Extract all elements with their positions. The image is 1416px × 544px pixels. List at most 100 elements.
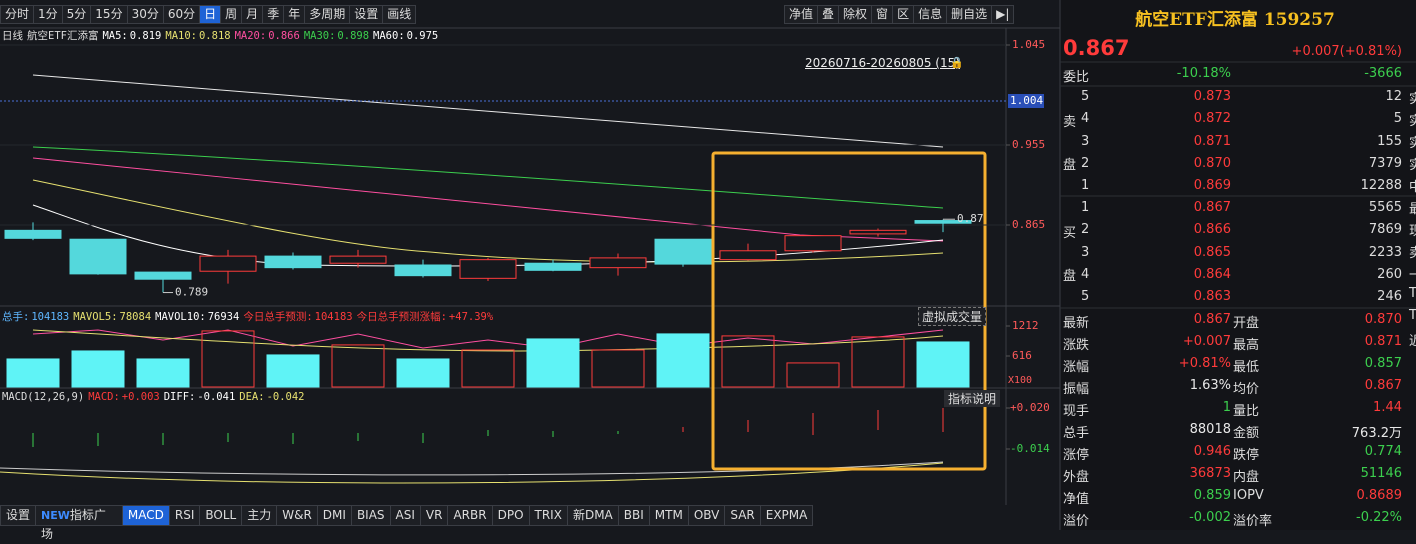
tool-button[interactable]: 删自选 (946, 5, 993, 24)
volume-bar (591, 349, 645, 388)
stat-label: 金额 (1233, 426, 1260, 441)
period-button[interactable]: 周 (220, 5, 243, 24)
expand-button[interactable]: ▶| (991, 5, 1015, 24)
candle-body (784, 235, 842, 252)
candle-body (264, 255, 322, 269)
candle-body (459, 259, 517, 279)
tool-button[interactable]: 信息 (913, 5, 948, 24)
book-price: 0.866 (1193, 222, 1231, 238)
indicator-tab[interactable]: ASI (389, 505, 421, 526)
book-volume: 5 (1393, 111, 1402, 127)
stat-label: 净值 (1063, 492, 1090, 507)
stat-value: -0.002 (1189, 510, 1231, 525)
volume-bar (656, 333, 710, 388)
book-level: 4 (1081, 111, 1090, 127)
edge-text: 中 (1409, 180, 1416, 195)
volume-bar (136, 358, 190, 388)
book-side: 买 (1063, 226, 1077, 241)
candle-body (4, 229, 62, 239)
indicator-tab[interactable]: TRIX (528, 505, 568, 526)
stat-value: 0.8689 (1356, 488, 1403, 503)
period-button[interactable]: 多周期 (304, 5, 351, 24)
stat-value: 0.871 (1364, 334, 1402, 349)
period-button[interactable]: 分时 (0, 5, 35, 24)
candle-body (524, 262, 582, 271)
indicator-tab[interactable]: ARBR (447, 505, 493, 526)
badge-tab[interactable]: NEW指标广场 (35, 505, 123, 541)
period-button[interactable]: 5分 (61, 5, 92, 24)
indicator-tab[interactable]: BOLL (199, 505, 243, 526)
tool-button[interactable]: 叠 (817, 5, 840, 24)
book-volume: 155 (1377, 133, 1402, 149)
indicator-tab[interactable]: MTM (648, 505, 689, 526)
ma-label: MA20: (234, 30, 267, 42)
tool-button[interactable]: 除权 (838, 5, 873, 24)
range-label[interactable]: 20260716-20260805 (15) (805, 56, 960, 70)
stat-label: 涨幅 (1063, 360, 1090, 375)
book-volume: 260 (1377, 266, 1402, 282)
indicator-tab[interactable]: SAR (724, 505, 761, 526)
stat-value: 1.63% (1189, 378, 1231, 393)
tool-button[interactable]: 区 (892, 5, 915, 24)
indicator-tab[interactable]: EXPMA (759, 505, 814, 526)
ratio-diff: -3666 (1364, 66, 1402, 81)
indicator-tab[interactable]: DMI (316, 505, 352, 526)
stat-value: 88018 (1189, 422, 1231, 437)
macd-button[interactable]: 指标说明 (944, 390, 1001, 407)
book-volume: 246 (1377, 289, 1402, 305)
volume-bar (6, 358, 60, 388)
ma-value: 0.975 (406, 30, 439, 42)
book-level: 2 (1081, 222, 1090, 238)
legend-label: 今日总手预测涨幅: (356, 311, 447, 323)
indicator-tab[interactable]: DPO (491, 505, 530, 526)
indicator-tab[interactable]: BIAS (350, 505, 391, 526)
candle-body (329, 255, 387, 264)
volume-bar (331, 344, 385, 388)
tool-button[interactable]: 窗 (871, 5, 894, 24)
stat-label: 涨跌 (1063, 338, 1090, 353)
period-button[interactable]: 设置 (349, 5, 384, 24)
volume-bar (721, 335, 775, 388)
indicator-tab[interactable]: BBI (617, 505, 650, 526)
ratio-pct: -10.18% (1176, 66, 1231, 81)
period-button[interactable]: 15分 (90, 5, 128, 24)
stat-value: +0.81% (1178, 356, 1231, 371)
period-button[interactable]: 60分 (162, 5, 201, 24)
volume-legend: 总手: 104183 MAVOL5: 78084 MAVOL10: 76934 今日总手预测… (2, 309, 497, 324)
stat-label: 现手 (1063, 404, 1090, 419)
indicator-tab[interactable]: W&R (276, 505, 318, 526)
stat-value: +0.007 (1182, 334, 1231, 349)
volume-button[interactable]: 虚拟成交量 (918, 307, 987, 326)
period-button[interactable]: 年 (283, 5, 306, 24)
book-level: 5 (1081, 289, 1090, 305)
volume-bar (526, 338, 580, 388)
period-button[interactable]: 月 (241, 5, 264, 24)
stat-value: 36873 (1189, 466, 1231, 481)
indicator-tab[interactable]: 新DMA (566, 505, 619, 526)
settings-tab[interactable]: 设置 (0, 505, 37, 526)
stat-value: 51146 (1360, 466, 1402, 481)
candle-body (589, 257, 647, 269)
lock-icon: 🔒 (950, 56, 964, 69)
stat-label: 外盘 (1063, 470, 1090, 485)
period-button[interactable]: 1分 (33, 5, 63, 24)
ma10-line (32, 179, 944, 263)
period-button[interactable]: 季 (262, 5, 285, 24)
volume-bar (201, 330, 255, 388)
indicator-tab[interactable]: VR (419, 505, 449, 526)
price-tick-label: 1.045 (1012, 38, 1045, 51)
indicator-tab[interactable]: OBV (687, 505, 726, 526)
period-button[interactable]: 30分 (126, 5, 164, 24)
stat-label: 涨停 (1063, 448, 1090, 463)
indicator-tab[interactable]: 主力 (241, 505, 278, 526)
ref-label-bg (1008, 94, 1044, 108)
period-button[interactable]: 画线 (382, 5, 417, 24)
book-level: 1 (1081, 200, 1090, 215)
stat-value: 1 (1222, 400, 1231, 415)
tool-button[interactable]: 净值 (784, 5, 819, 24)
stat-value: 0.857 (1364, 356, 1402, 371)
indicator-tab[interactable]: RSI (168, 505, 201, 526)
period-button[interactable]: 日 (199, 5, 222, 24)
indicator-tab[interactable]: MACD (121, 505, 170, 526)
legend-value: 104183 (31, 311, 70, 323)
